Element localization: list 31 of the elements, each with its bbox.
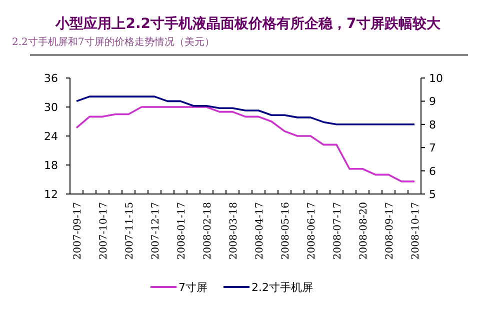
y2-tick-label: 7 [429, 142, 436, 155]
y-tick-label: 12 [44, 188, 58, 201]
x-tick-label: 2008-02-18 [202, 202, 214, 260]
y2-tick-label: 6 [429, 164, 436, 178]
y-tick-label: 30 [44, 101, 58, 114]
x-tick-label: 2008-03-18 [228, 202, 240, 260]
x-tick-label: 2007-11-15 [124, 202, 136, 260]
line-series [76, 96, 416, 126]
y2-tick-label: 5 [429, 188, 436, 201]
x-tick-label: 2007-10-17 [98, 202, 110, 260]
x-tick-label: 2007-12-17 [150, 202, 162, 260]
line-series [76, 106, 416, 182]
y-tick-label: 18 [44, 159, 58, 172]
y2-tick-label: 10 [429, 72, 443, 85]
y2-tick-label: 9 [429, 95, 436, 108]
y-tick-label: 36 [44, 72, 58, 85]
x-tick-label: 2008-06-17 [306, 202, 318, 260]
x-tick-label: 2008-09-17 [384, 202, 396, 260]
legend-label: 7寸屏 [178, 281, 208, 294]
x-tick-label: 2008-04-17 [254, 202, 266, 260]
y2-tick-label: 8 [429, 118, 436, 132]
x-tick-label: 2008-05-16 [280, 202, 292, 260]
y-tick-label: 24 [44, 130, 58, 143]
x-tick-label: 2008-07-17 [332, 202, 344, 260]
chart-title: 小型应用上2.2寸手机液晶面板价格有所企稳，7寸屏跌幅较大 [54, 15, 442, 32]
legend-label: 2.2寸手机屏 [252, 281, 313, 294]
x-tick-label: 2007-09-17 [72, 202, 84, 260]
x-tick-label: 2008-10-17 [410, 202, 422, 260]
x-tick-label: 2008-08-20 [358, 202, 370, 260]
chart-subtitle: 2.2寸手机屏和7寸屏的价格走势情况（美元） [12, 36, 214, 48]
x-tick-label: 2008-01-17 [176, 202, 188, 260]
